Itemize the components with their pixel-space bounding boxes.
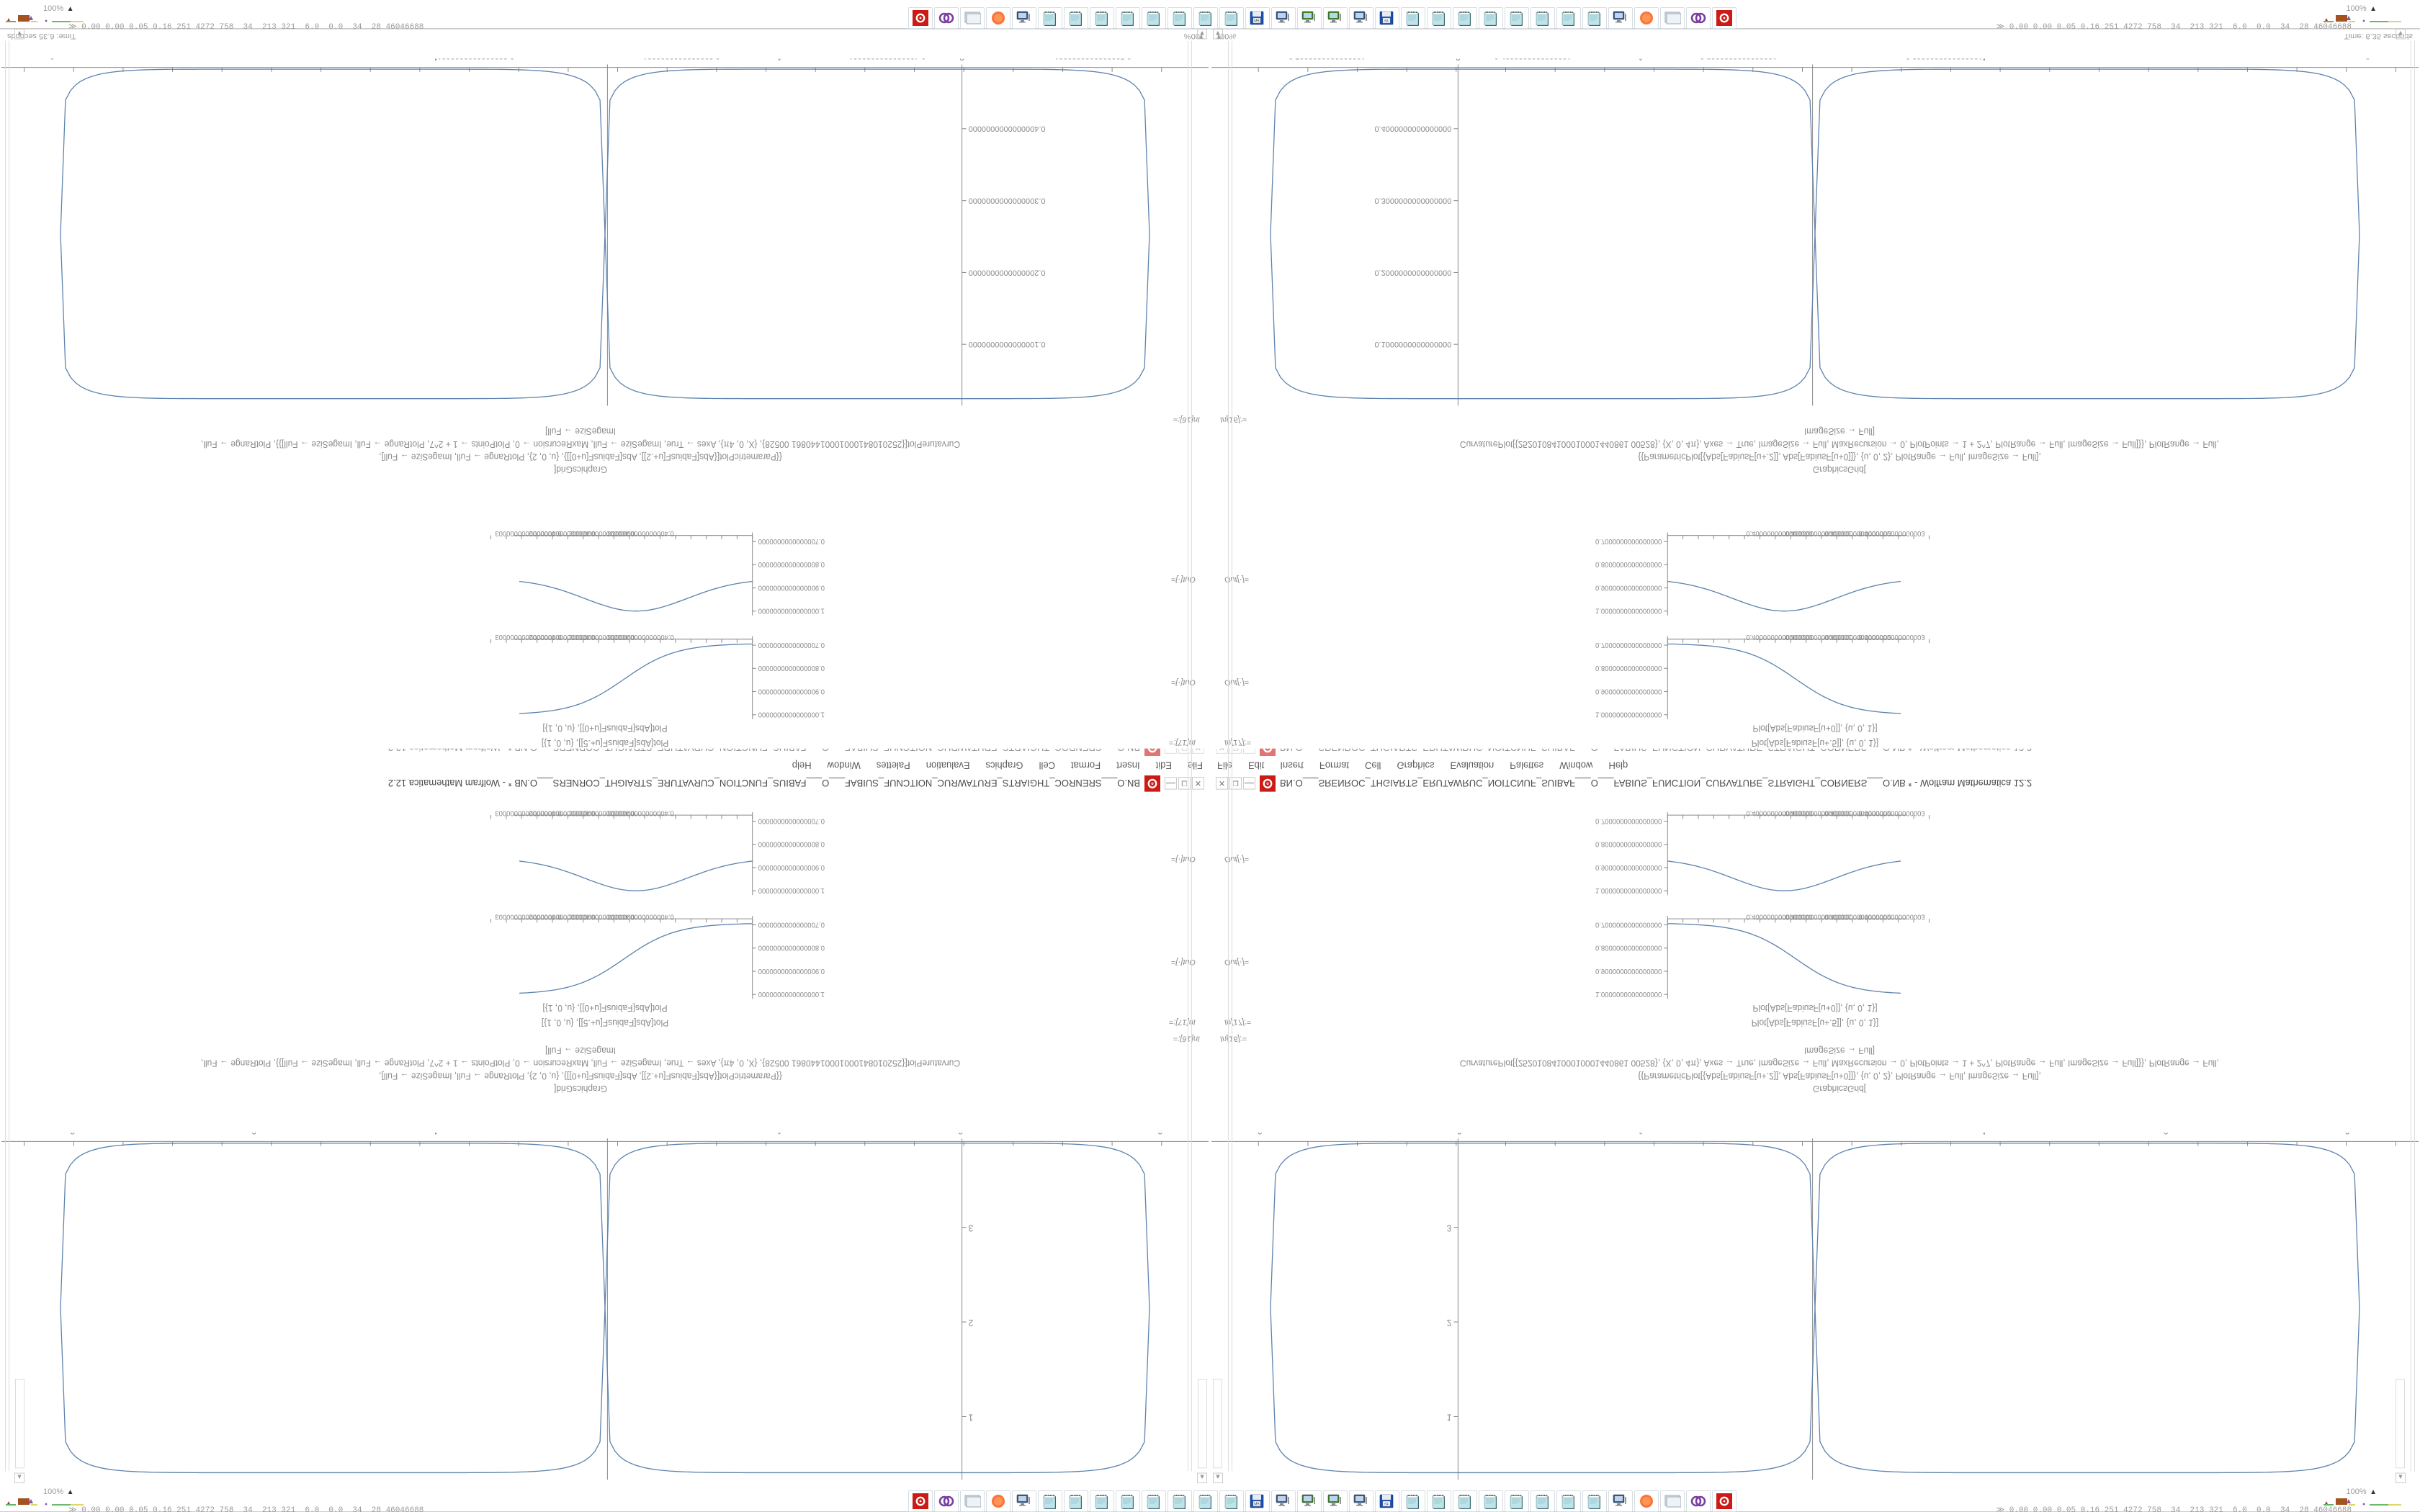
svg-text:2: 2 — [2365, 58, 2370, 60]
svg-text:0.2000000000000000: 0.2000000000000000 — [969, 268, 1046, 276]
svg-text:0.3000000000000001: 0.3000000000000001 — [643, 58, 720, 60]
svg-text:2: 2 — [70, 1133, 75, 1136]
svg-text:0.7000000000000000: 0.7000000000000000 — [1595, 641, 1662, 649]
svg-text:-1: -1 — [776, 1133, 784, 1136]
svg-text:2: 2 — [251, 1133, 256, 1136]
svg-text:0.2000000000000001: 0.2000000000000001 — [1906, 58, 1983, 60]
svg-text:0.4000000000000003: 0.4000000000000003 — [495, 529, 561, 537]
svg-text:1.0000000000000000: 1.0000000000000000 — [1595, 607, 1662, 615]
svg-text:1: 1 — [433, 58, 438, 62]
svg-text:0.5000000000000001: 0.5000000000000001 — [1054, 58, 1131, 60]
svg-text:0.8000000000000000: 0.8000000000000000 — [758, 664, 825, 672]
svg-text:0.9000000000000000: 0.9000000000000000 — [1595, 583, 1662, 591]
svg-text:1: 1 — [1982, 58, 1987, 62]
svg-text:1.0000000000000000: 1.0000000000000000 — [758, 990, 825, 998]
svg-text:0.8000000000000000: 0.8000000000000000 — [1595, 840, 1662, 848]
svg-text:MB: MB — [1254, 19, 1260, 24]
svg-text:0.4000000000000003: 0.4000000000000003 — [1858, 809, 1924, 817]
svg-text:0.8000000000000000: 0.8000000000000000 — [1595, 944, 1662, 952]
svg-text:0.9000000000000000: 0.9000000000000000 — [758, 687, 825, 695]
svg-text:0.7000000000000000: 0.7000000000000000 — [1595, 537, 1662, 545]
svg-text:3: 3 — [968, 1223, 973, 1233]
svg-text:0.7000000000000000: 0.7000000000000000 — [1595, 816, 1662, 824]
svg-text:0.9000000000000000: 0.9000000000000000 — [758, 863, 825, 871]
svg-text:0.3000000000000001: 0.3000000000000001 — [1700, 58, 1777, 60]
svg-text:MB: MB — [1254, 1503, 1260, 1507]
svg-text:0.4000000000000003: 0.4000000000000003 — [495, 633, 561, 641]
svg-text:0.2000000000000000: 0.2000000000000000 — [1374, 268, 1451, 276]
svg-text:0.9000000000000000: 0.9000000000000000 — [1595, 967, 1662, 975]
svg-text:0.4000000000000001: 0.4000000000000001 — [848, 58, 926, 60]
svg-text:0.9000000000000000: 0.9000000000000000 — [1595, 863, 1662, 871]
svg-text:-2: -2 — [1255, 1133, 1263, 1136]
svg-text:0.5000000000000001: 0.5000000000000001 — [1289, 58, 1366, 60]
svg-text:0.3000000000000000: 0.3000000000000000 — [969, 197, 1046, 205]
svg-text:64: 64 — [1384, 19, 1389, 24]
svg-text:0.9000000000000000: 0.9000000000000000 — [1595, 687, 1662, 695]
svg-text:0.8000000000000000: 0.8000000000000000 — [758, 840, 825, 848]
svg-text:1: 1 — [1447, 1412, 1452, 1422]
svg-text:0.4000000000000003: 0.4000000000000003 — [1858, 529, 1924, 537]
svg-text:2: 2 — [2164, 1133, 2169, 1136]
svg-text:-2: -2 — [1157, 1133, 1165, 1136]
svg-text:1.0000000000000000: 1.0000000000000000 — [1595, 886, 1662, 894]
svg-text:1: 1 — [433, 1133, 438, 1136]
svg-text:0.4000000000000003: 0.4000000000000003 — [495, 913, 561, 921]
svg-text:-1: -1 — [776, 58, 784, 62]
svg-text:0.9000000000000000: 0.9000000000000000 — [758, 967, 825, 975]
svg-text:2: 2 — [1456, 58, 1461, 62]
svg-text:1.0000000000000000: 1.0000000000000000 — [758, 886, 825, 894]
svg-text:0.2000000000000001: 0.2000000000000001 — [437, 58, 514, 60]
svg-text:0.3000000000000000: 0.3000000000000000 — [1374, 197, 1451, 205]
svg-text:0.9000000000000000: 0.9000000000000000 — [758, 583, 825, 591]
svg-text:0.8000000000000000: 0.8000000000000000 — [1595, 560, 1662, 568]
svg-text:0.4000000000000001: 0.4000000000000001 — [1494, 58, 1572, 60]
svg-text:0.7000000000000000: 0.7000000000000000 — [758, 537, 825, 545]
svg-text:0.4000000000000003: 0.4000000000000003 — [1858, 633, 1924, 641]
svg-text:0.8000000000000000: 0.8000000000000000 — [1595, 664, 1662, 672]
svg-text:0.1000000000000000: 0.1000000000000000 — [1374, 340, 1451, 348]
svg-text:0.8000000000000000: 0.8000000000000000 — [758, 560, 825, 568]
svg-text:0.4000000000000000: 0.4000000000000000 — [969, 125, 1046, 133]
svg-text:0.7000000000000000: 0.7000000000000000 — [758, 641, 825, 649]
svg-text:0.7000000000000000: 0.7000000000000000 — [758, 920, 825, 928]
svg-text:-2: -2 — [958, 1133, 966, 1136]
svg-text:1.0000000000000000: 1.0000000000000000 — [1595, 711, 1662, 719]
svg-text:1.0000000000000000: 1.0000000000000000 — [758, 607, 825, 615]
svg-text:1.0000000000000000: 1.0000000000000000 — [758, 711, 825, 719]
svg-text:2: 2 — [2345, 1133, 2350, 1136]
svg-text:2: 2 — [50, 58, 54, 60]
svg-text:0.1000000000000000: 0.1000000000000000 — [969, 340, 1046, 348]
svg-text:0.7000000000000000: 0.7000000000000000 — [1595, 920, 1662, 928]
svg-text:-1: -1 — [1636, 1133, 1644, 1136]
svg-text:-2: -2 — [1454, 1133, 1462, 1136]
svg-text:1.0000000000000000: 1.0000000000000000 — [1595, 990, 1662, 998]
svg-text:0.4000000000000003: 0.4000000000000003 — [495, 809, 561, 817]
svg-text:-1: -1 — [1636, 58, 1644, 62]
svg-text:0.7000000000000000: 0.7000000000000000 — [758, 816, 825, 824]
svg-text:3: 3 — [1447, 1223, 1452, 1233]
svg-text:1: 1 — [968, 1412, 973, 1422]
svg-text:2: 2 — [968, 1318, 973, 1328]
svg-text:0.4000000000000000: 0.4000000000000000 — [1374, 125, 1451, 133]
svg-text:2: 2 — [1447, 1318, 1452, 1328]
svg-text:64: 64 — [1384, 1503, 1389, 1507]
svg-text:0.4000000000000003: 0.4000000000000003 — [1858, 913, 1924, 921]
svg-text:2: 2 — [959, 58, 964, 62]
svg-text:0.8000000000000000: 0.8000000000000000 — [758, 944, 825, 952]
svg-text:1: 1 — [1982, 1133, 1987, 1136]
